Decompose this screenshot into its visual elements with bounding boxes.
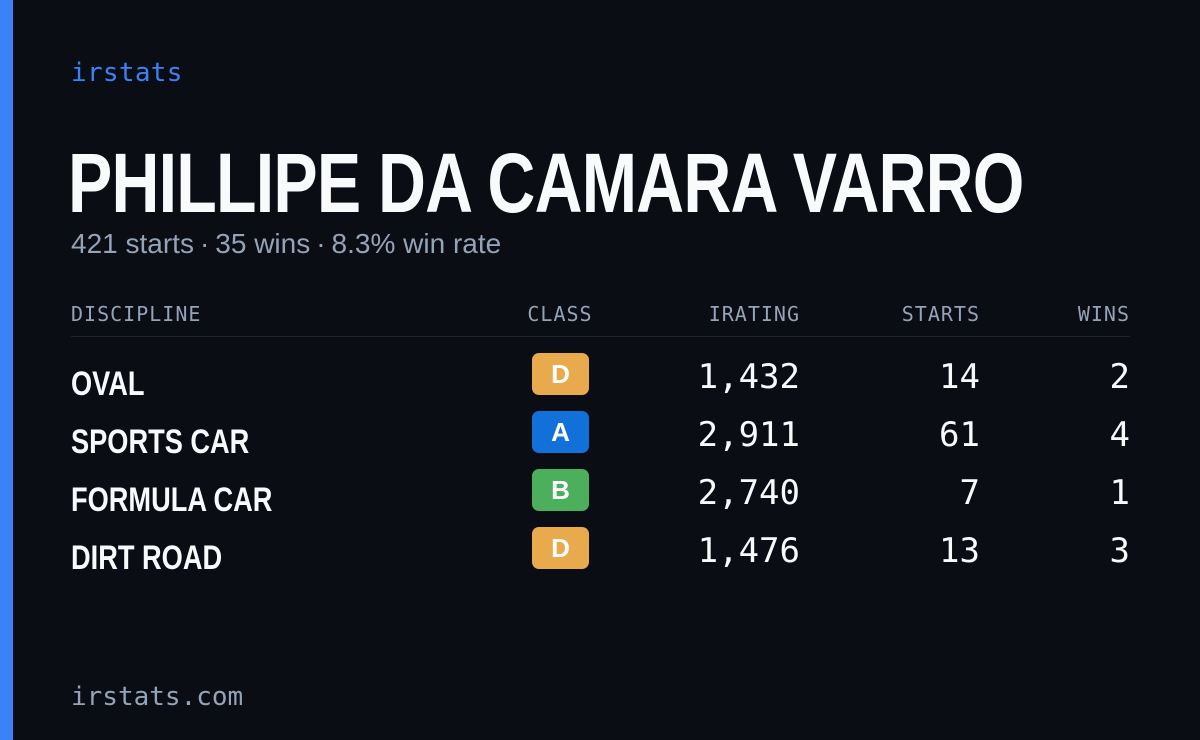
class-badge: A: [532, 411, 589, 453]
wins-value: 4: [1109, 415, 1130, 455]
driver-summary: 421 starts · 35 wins · 8.3% win rate: [71, 228, 501, 260]
header-class: CLASS: [527, 302, 593, 326]
table-row: DIRT ROAD D 1,476 13 3: [71, 527, 1130, 585]
driver-name: PHILLIPE DA CAMARA VARRO: [68, 136, 1024, 230]
brand-logo[interactable]: irstats: [71, 58, 183, 88]
header-wins: WINS: [1077, 302, 1130, 326]
table-header: DISCIPLINE CLASS IRATING STARTS WINS: [71, 298, 1130, 337]
header-discipline: DISCIPLINE: [71, 302, 202, 326]
starts-value: 13: [939, 531, 980, 571]
wins-value: 2: [1109, 357, 1130, 397]
accent-bar: [0, 0, 13, 740]
discipline-name: DIRT ROAD: [71, 539, 223, 577]
starts-value: 7: [959, 473, 980, 513]
summary-starts: 421 starts: [71, 228, 194, 259]
header-starts: STARTS: [901, 302, 980, 326]
header-irating: IRATING: [708, 302, 800, 326]
footer-url[interactable]: irstats.com: [71, 682, 244, 712]
starts-value: 14: [939, 357, 980, 397]
discipline-name: FORMULA CAR: [71, 481, 273, 519]
table-row: OVAL D 1,432 14 2: [71, 353, 1130, 411]
class-badge: B: [532, 469, 589, 511]
wins-value: 3: [1109, 531, 1130, 571]
discipline-name: SPORTS CAR: [71, 423, 250, 461]
summary-separator: ·: [199, 228, 210, 259]
summary-separator: ·: [316, 228, 326, 259]
table-row: FORMULA CAR B 2,740 7 1: [71, 469, 1130, 527]
summary-win-rate: 8.3% win rate: [331, 228, 502, 259]
table-body: OVAL D 1,432 14 2 SPORTS CAR A 2,911 61 …: [71, 337, 1130, 585]
discipline-table: DISCIPLINE CLASS IRATING STARTS WINS OVA…: [71, 298, 1130, 585]
class-badge: D: [532, 527, 589, 569]
discipline-name: OVAL: [71, 365, 145, 403]
irating-value: 1,476: [697, 531, 800, 571]
starts-value: 61: [939, 415, 980, 455]
class-badge: D: [532, 353, 589, 395]
table-row: SPORTS CAR A 2,911 61 4: [71, 411, 1130, 469]
irating-value: 2,911: [697, 415, 800, 455]
irating-value: 2,740: [697, 473, 800, 513]
wins-value: 1: [1109, 473, 1130, 513]
summary-wins: 35 wins: [215, 228, 311, 259]
irating-value: 1,432: [697, 357, 800, 397]
